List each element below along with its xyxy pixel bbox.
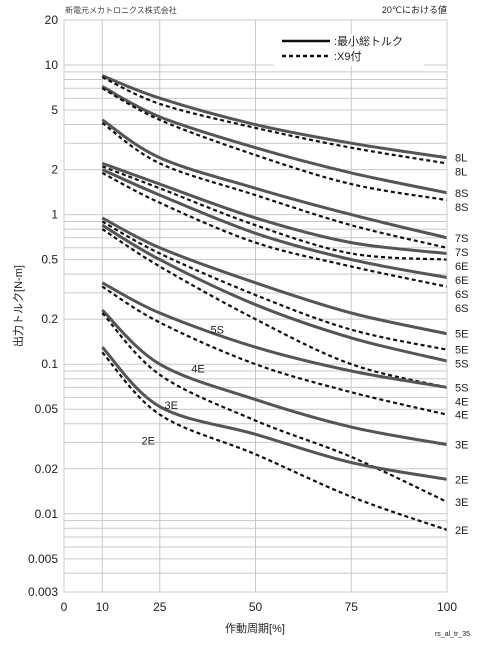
y-tick-label: 10 — [45, 58, 59, 72]
series-label-6s: 6S — [455, 289, 468, 301]
series-line-5e-x9 — [101, 220, 448, 351]
x-tick-label: 75 — [345, 600, 359, 614]
x-tick-label: 50 — [249, 600, 263, 614]
series-line-2e-x9 — [101, 351, 448, 531]
series-label-4e: 4E — [455, 410, 468, 422]
y-tick-label: 0.005 — [28, 552, 58, 566]
series-label-5s: 5S — [455, 382, 468, 394]
series-label-4e: 4E — [455, 396, 468, 408]
y-tick-label: 20 — [45, 13, 59, 27]
y-tick-label: 0.2 — [41, 312, 58, 326]
series-line-8s-x9 — [101, 87, 448, 202]
y-tick-label: 0.003 — [28, 585, 58, 599]
company-name: 新電元メカトロニクス株式会社 — [65, 5, 177, 15]
series-label-7s: 7S — [455, 233, 468, 245]
series-label-6s: 6S — [455, 303, 468, 315]
legend-box — [274, 34, 424, 66]
x-tick-label: 10 — [96, 600, 110, 614]
series-label-3e: 3E — [455, 440, 468, 452]
x-tick-label: 25 — [153, 600, 167, 614]
series-label-5e: 5E — [455, 345, 468, 357]
plot-frame — [63, 19, 448, 593]
y-tick-label: 1 — [51, 208, 58, 222]
series-label-5s: 5S — [455, 359, 468, 371]
series-line-6e-x9 — [101, 165, 448, 261]
series-line-6s-x9 — [101, 171, 448, 288]
series-line-3e-min — [101, 309, 448, 447]
inline-label-5s: 5S — [210, 325, 223, 337]
series-label-2e: 2E — [455, 474, 468, 486]
figure-code: rs_al_tr_35 — [435, 631, 470, 638]
inline-label-4e: 4E — [191, 364, 204, 376]
y-tick-label: 2 — [51, 163, 58, 177]
series-label-6e: 6E — [455, 275, 468, 287]
inline-label-3e: 3E — [165, 400, 178, 412]
series-label-2e: 2E — [455, 525, 468, 537]
series-line-3e-x9 — [101, 312, 448, 503]
series-line-8l-min — [101, 74, 448, 160]
series-line-5s-x9 — [101, 228, 448, 389]
series-line-6e-min — [101, 161, 448, 255]
legend: :最小総トルク :X9付 — [274, 34, 424, 66]
y-tick-labels: 20 10 5 2 1 0.5 0.2 0.1 0.05 0.02 0.01 0.005 0.003 — [28, 13, 58, 599]
series-label-5e: 5E — [455, 329, 468, 341]
series-line-2e-min — [101, 346, 448, 481]
y-tick-label: 5 — [51, 103, 58, 117]
series-label-7s: 7S — [455, 247, 468, 259]
series-label-8s: 8S — [455, 188, 468, 200]
series-line-6s-min — [101, 168, 448, 279]
y-tick-label: 0.01 — [35, 507, 59, 521]
series-line-5e-min — [101, 216, 448, 336]
series-line-7s-x9 — [101, 122, 448, 249]
series-label-8l: 8L — [455, 167, 467, 179]
inline-series-labels: 5S 4E 3E 2E — [142, 325, 224, 448]
temperature-condition: 20℃における値 — [382, 4, 447, 15]
y-axis-label: 出力トルク[N-m] — [11, 265, 25, 347]
series-line-7s-min — [101, 118, 448, 240]
y-tick-label: 0.5 — [41, 253, 58, 267]
legend-min-torque: :最小総トルク — [334, 34, 403, 48]
series-line-8s-min — [101, 85, 448, 195]
x-axis-label: 作動周期[%] — [225, 621, 285, 635]
y-tick-label: 0.02 — [35, 462, 59, 476]
legend-x9: :X9付 — [334, 50, 362, 63]
series-labels: 8L 8L 8S 8S 7S 7S 6E 6E 6S 6S 5E 5E 5S 5S 4E 4E 3E 3E 2E 2E — [455, 153, 468, 537]
series-label-6e: 6E — [455, 261, 468, 273]
series-line-8l-x9 — [101, 76, 448, 165]
series-line-5s-min — [101, 223, 448, 363]
series-label-8l: 8L — [455, 153, 467, 165]
y-tick-label: 0.1 — [41, 357, 58, 371]
x-tick-label: 0 — [61, 600, 68, 614]
inline-label-2e: 2E — [142, 436, 155, 448]
torque-curves — [101, 74, 448, 531]
x-tick-labels: 0 10 25 50 75 100 — [61, 600, 458, 614]
y-tick-label: 0.05 — [35, 402, 59, 416]
x-tick-label: 100 — [437, 600, 457, 614]
series-label-8s: 8S — [455, 202, 468, 214]
series-label-3e: 3E — [455, 497, 468, 509]
series-line-4e-x9 — [101, 285, 448, 416]
series-line-4e-min — [101, 281, 448, 389]
